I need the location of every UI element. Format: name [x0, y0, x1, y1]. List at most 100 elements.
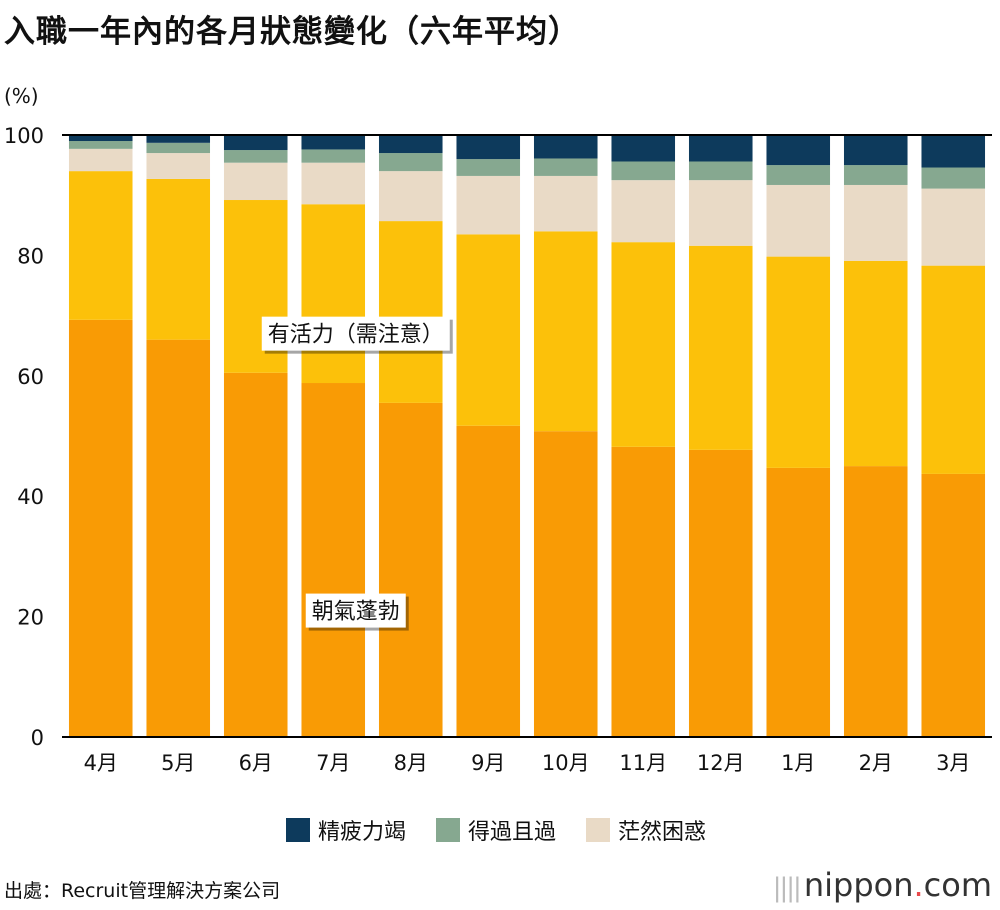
bar-segment [843, 466, 908, 737]
bar-segment [843, 260, 908, 467]
chart-title: 入職一年內的各月狀態變化（六年平均） [4, 14, 580, 50]
bar-segment [611, 135, 676, 162]
bar-segment [843, 135, 908, 166]
x-tick-label: 1月 [781, 751, 815, 775]
bar-segment [921, 135, 986, 168]
x-tick-label: 7月 [316, 751, 350, 775]
bar-segment [921, 473, 986, 737]
x-tick-label: 4月 [84, 751, 118, 775]
bar-segment [921, 265, 986, 474]
bar-segment [68, 135, 133, 142]
bar-segment [223, 162, 288, 201]
bar-segment [766, 256, 831, 468]
annotation-box [305, 593, 406, 628]
legend-swatch-confused [586, 818, 611, 842]
logo-name: nippon [803, 866, 914, 904]
legend-label-exhausted: 精疲力竭 [318, 820, 407, 845]
bar-segment [688, 245, 753, 450]
bar-segment [611, 180, 676, 243]
annotation-box [261, 316, 450, 351]
x-tick-label: 10月 [542, 751, 590, 775]
bar-segment [378, 135, 443, 154]
bar-segment [68, 319, 133, 737]
x-tick-label: 8月 [394, 751, 428, 775]
y-tick-label: 20 [17, 606, 44, 630]
bar-segment [843, 165, 908, 185]
legend-swatch-exhausted [286, 818, 310, 842]
bar-segment [68, 141, 133, 149]
bar-segment [68, 148, 133, 172]
bar-segment [688, 135, 753, 162]
x-tick-label: 3月 [936, 751, 970, 775]
bar-segment [456, 425, 521, 737]
bar-segment [611, 161, 676, 181]
bar-segment [921, 188, 986, 266]
bar-segment [688, 449, 753, 737]
bar-segment [766, 184, 831, 257]
legend-label-confused: 茫然困惑 [618, 820, 707, 845]
bar-segment [146, 339, 211, 737]
logo-dot: . [913, 866, 924, 904]
bar-segment [533, 431, 598, 737]
legend-item-coasting: 得過且過 [436, 814, 556, 846]
bar-segment [766, 467, 831, 737]
y-axis-unit-label: (%) [4, 84, 39, 108]
bar-segment [921, 167, 986, 189]
annotation-label: 有活力（需注意） [268, 323, 444, 348]
bar-segment [146, 142, 211, 154]
bar-segment [456, 159, 521, 176]
bar-segment [68, 171, 133, 320]
x-tick-label: 2月 [859, 751, 893, 775]
annotation-label: 朝氣蓬勃 [312, 600, 400, 625]
bar-segment [456, 234, 521, 426]
x-tick-label: 9月 [471, 751, 505, 775]
bar-segment [766, 165, 831, 185]
bar-segment [301, 204, 366, 384]
bar-segment [301, 383, 366, 737]
bar-segment [456, 135, 521, 160]
logo-mark: |||| [772, 873, 802, 903]
x-tick-label: 6月 [239, 751, 273, 775]
bar-segment [146, 178, 211, 340]
y-tick-label: 40 [17, 485, 44, 509]
x-tick-label: 12月 [697, 751, 745, 775]
bar-segment [146, 153, 211, 179]
x-tick-label: 5月 [161, 751, 195, 775]
legend: 精疲力竭 得過且過 茫然困惑 [286, 814, 706, 846]
bar-segment [611, 242, 676, 447]
bar-segment [533, 158, 598, 176]
bar-segment [766, 135, 831, 166]
x-tick-label: 11月 [619, 751, 667, 775]
bar-segment [533, 231, 598, 432]
bar-segment [688, 161, 753, 181]
legend-swatch-coasting [436, 818, 461, 842]
bar-segment [146, 135, 211, 143]
y-tick-label: 0 [31, 726, 44, 750]
y-tick-label: 100 [4, 124, 44, 148]
bar-segment [301, 149, 366, 163]
bar-segment [688, 180, 753, 246]
legend-item-exhausted: 精疲力竭 [286, 814, 406, 846]
bar-segment [843, 184, 908, 261]
bar-segment [223, 372, 288, 737]
bar-segment [223, 135, 288, 151]
legend-label-coasting: 得過且過 [468, 820, 557, 845]
legend-item-confused: 茫然困惑 [586, 814, 706, 846]
bar-segment [378, 171, 443, 222]
stacked-bar-chart: 0 20 40 60 80 100 4月 5月 6月 7月 8月 9月 10月 11月 12月 1月 2月 3月 有… [4, 124, 992, 775]
y-tick-label: 60 [17, 365, 44, 389]
nippon-logo: |||| nippon.com [773, 866, 992, 904]
source-note: 出處：Recruit管理解決方案公司 [4, 880, 281, 902]
bar-segment [533, 135, 598, 159]
bar-segment [611, 446, 676, 737]
logo-tld: com [923, 866, 992, 904]
bar-segment [301, 135, 366, 150]
bar-segment [378, 153, 443, 172]
bar-segment [533, 175, 598, 232]
bar-segment [378, 402, 443, 737]
bar-segment [456, 175, 521, 235]
y-tick-label: 80 [17, 244, 44, 268]
bar-segment [378, 221, 443, 403]
bar-segment [223, 150, 288, 163]
bar-segment [301, 162, 366, 205]
